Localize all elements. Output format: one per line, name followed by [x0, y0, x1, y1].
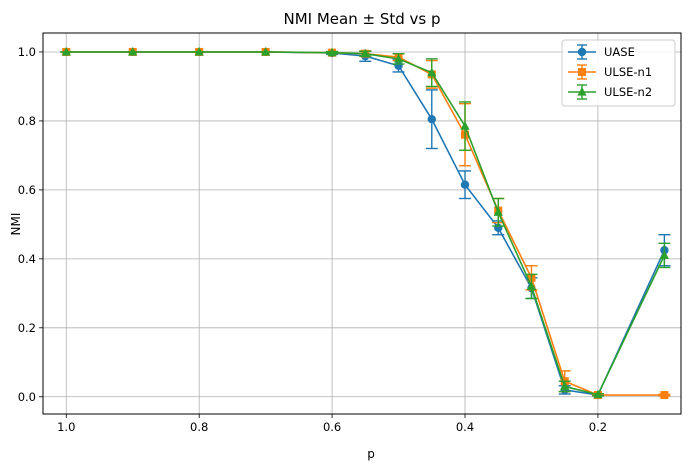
x-tick-label: 0.8: [190, 420, 208, 434]
y-axis-ticks: 0.0 0.2 0.4 0.6 0.8 1.0: [18, 45, 43, 404]
data-point-ulse-n2: [327, 47, 337, 57]
data-point-ulse-n2: [360, 48, 370, 58]
x-axis-ticks: 1.0 0.8 0.6 0.4 0.2: [57, 414, 607, 434]
x-tick-label: 0.6: [323, 420, 341, 434]
data-point-ulse-n2: [261, 46, 271, 56]
legend-item-uase: UASE: [568, 44, 635, 60]
data-point-ulse-n2: [393, 53, 404, 63]
y-tick-label: 0.2: [18, 321, 36, 335]
data-point-ulse-n1: [660, 391, 669, 400]
legend-marker: [577, 47, 587, 57]
y-tick-label: 0.0: [18, 390, 36, 404]
legend-label: ULSE-n2: [604, 85, 652, 99]
legend-marker: [577, 87, 587, 96]
y-tick-label: 0.8: [18, 114, 36, 128]
y-tick-label: 0.6: [18, 183, 36, 197]
legend: UASE ULSE-n1 ULSE-n2: [561, 39, 676, 107]
legend-marker: [578, 68, 586, 76]
y-axis-label: NMI: [9, 213, 23, 236]
data-point-ulse-n2: [427, 67, 437, 77]
x-tick-label: 0.4: [456, 420, 474, 434]
data-point-ulse-n2: [593, 389, 603, 399]
data-point-ulse-n2: [659, 250, 669, 259]
series-layer: [60, 46, 671, 400]
data-point-uase: [460, 180, 470, 189]
data-point-ulse-n2: [61, 46, 71, 56]
y-tick-label: 1.0: [18, 45, 36, 59]
chart-title: NMI Mean ± Std vs p: [283, 10, 440, 28]
series-line-ulse-n2: [66, 51, 666, 396]
x-axis-label: p: [367, 447, 375, 461]
data-point-ulse-n2: [194, 46, 204, 56]
x-tick-label: 1.0: [57, 420, 75, 434]
data-point-ulse-n2: [560, 381, 570, 391]
legend-label: UASE: [604, 45, 635, 59]
legend-item-ulse-n1: ULSE-n1: [568, 64, 652, 80]
legend-item-ulse-n2: ULSE-n2: [568, 84, 652, 100]
data-point-ulse-n2: [526, 281, 537, 291]
data-point-ulse-n2: [128, 46, 138, 56]
legend-box: [561, 39, 676, 107]
data-point-uase: [427, 114, 436, 124]
plot-frame: [42, 32, 682, 415]
data-point-ulse-n2: [460, 121, 470, 130]
y-tick-label: 0.4: [18, 252, 36, 266]
x-tick-label: 0.2: [589, 420, 607, 434]
series-ulse-n2: [60, 46, 671, 399]
legend-label: ULSE-n1: [604, 65, 652, 79]
data-point-ulse-n2: [493, 207, 503, 216]
